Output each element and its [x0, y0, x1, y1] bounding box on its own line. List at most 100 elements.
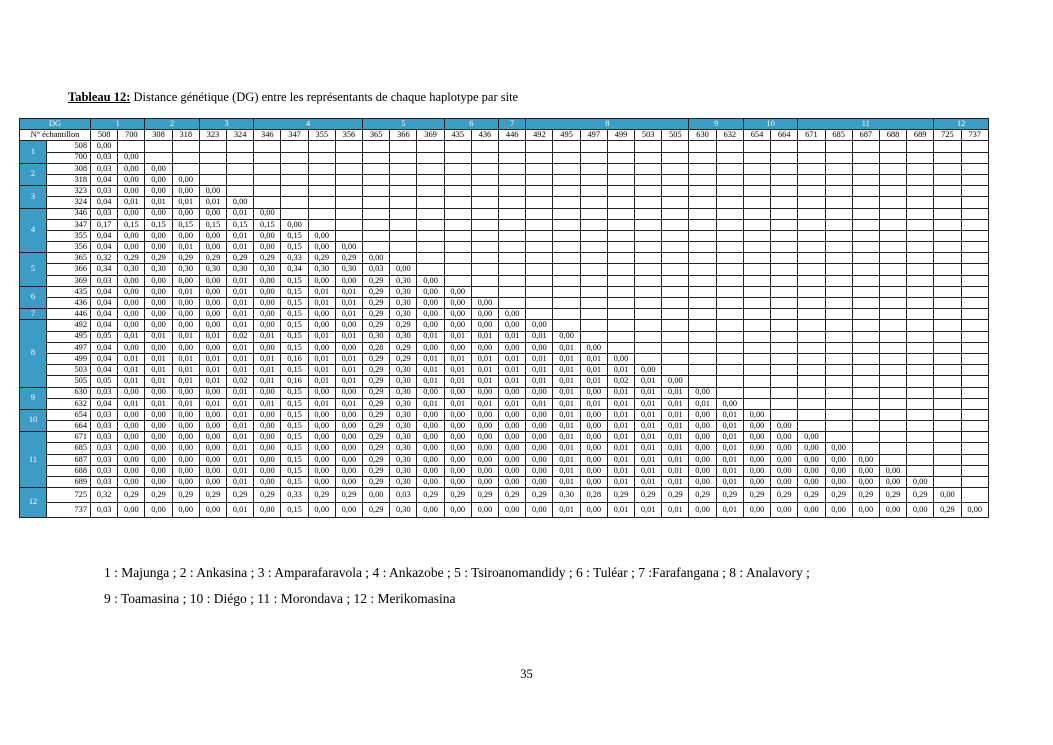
empty-cell	[851, 285, 880, 299]
row-sample-label: 436	[45, 296, 92, 310]
empty-cell	[498, 173, 527, 187]
empty-cell	[661, 229, 690, 243]
distance-cell: 0,16	[280, 375, 309, 388]
empty-cell	[906, 207, 935, 220]
empty-cell	[797, 218, 826, 231]
empty-cell	[552, 185, 581, 198]
row-sample-label: 508	[45, 140, 92, 153]
distance-cell: 0,00	[362, 252, 391, 265]
distance-cell: 0,00	[171, 431, 200, 444]
empty-cell	[389, 252, 418, 265]
empty-cell	[824, 274, 853, 287]
distance-cell: 0,00	[117, 173, 146, 187]
row-sample-label: 689	[45, 475, 92, 489]
distance-cell: 0,03	[90, 475, 119, 489]
distance-cell: 0,01	[171, 397, 200, 410]
distance-cell: 0,01	[307, 352, 336, 366]
empty-cell	[525, 241, 554, 254]
empty-cell	[770, 308, 799, 321]
empty-cell	[906, 229, 935, 243]
row-sample-label: 324	[45, 196, 92, 209]
empty-cell	[606, 173, 636, 187]
distance-cell: 0,01	[198, 330, 228, 343]
distance-cell: 0,00	[742, 502, 772, 519]
empty-cell	[525, 196, 554, 209]
distance-cell: 0,15	[280, 431, 309, 444]
distance-cell: 0,00	[253, 308, 282, 321]
distance-cell: 0,01	[661, 397, 690, 410]
row-sample-label: 700	[45, 151, 92, 164]
empty-cell	[416, 185, 445, 198]
empty-cell	[525, 296, 554, 310]
distance-cell: 0,01	[606, 475, 636, 489]
distance-cell: 0,00	[253, 319, 282, 332]
empty-cell	[688, 207, 717, 220]
empty-cell	[470, 173, 500, 187]
distance-cell: 0,00	[443, 285, 472, 299]
distance-cell: 0,15	[280, 274, 309, 287]
distance-cell: 0,01	[715, 431, 744, 444]
distance-cell: 0,00	[960, 502, 990, 519]
empty-cell	[334, 218, 364, 231]
empty-cell	[742, 151, 772, 164]
distance-cell: 0,00	[498, 442, 527, 455]
empty-cell	[498, 274, 527, 287]
distance-cell: 0,01	[253, 364, 282, 377]
empty-cell	[715, 386, 744, 399]
distance-cell: 0,00	[253, 285, 282, 299]
distance-cell: 0,29	[144, 252, 173, 265]
distance-cell: 0,03	[90, 185, 119, 198]
distance-cell: 0,00	[416, 274, 445, 287]
distance-cell: 0,01	[334, 352, 364, 366]
empty-cell	[307, 173, 336, 187]
distance-cell: 0,00	[144, 464, 173, 478]
empty-cell	[253, 140, 282, 153]
distance-cell: 0,00	[878, 464, 908, 478]
row-sample-label: 654	[45, 408, 92, 422]
empty-cell	[416, 252, 445, 265]
empty-cell	[280, 196, 309, 209]
empty-cell	[416, 140, 445, 153]
distance-cell: 0,15	[280, 442, 309, 455]
distance-cell: 0,03	[90, 453, 119, 466]
distance-cell: 0,29	[661, 487, 690, 504]
distance-cell: 0,00	[171, 408, 200, 422]
distance-cell: 0,00	[307, 502, 336, 519]
distance-cell: 0,01	[661, 420, 690, 433]
empty-cell	[552, 229, 581, 243]
empty-cell	[797, 319, 826, 332]
empty-cell	[933, 442, 962, 455]
empty-cell	[742, 308, 772, 321]
distance-cell: 0,00	[253, 431, 282, 444]
empty-cell	[389, 162, 418, 175]
distance-cell: 0,00	[117, 296, 146, 310]
empty-cell	[878, 173, 908, 187]
empty-cell	[906, 364, 935, 377]
empty-cell	[851, 162, 880, 175]
distance-cell: 0,29	[362, 375, 391, 388]
distance-cell: 0,29	[770, 487, 799, 504]
empty-cell	[443, 274, 472, 287]
row-group-label: 8	[19, 319, 47, 388]
empty-cell	[606, 162, 636, 175]
empty-cell	[470, 162, 500, 175]
empty-cell	[416, 162, 445, 175]
distance-cell: 0,01	[416, 352, 445, 366]
empty-cell	[742, 285, 772, 299]
distance-cell: 0,00	[797, 464, 826, 478]
empty-cell	[906, 397, 935, 410]
empty-cell	[824, 319, 853, 332]
empty-cell	[770, 151, 799, 164]
empty-cell	[362, 185, 391, 198]
distance-cell: 0,01	[552, 464, 581, 478]
distance-cell: 0,01	[470, 352, 500, 366]
empty-cell	[742, 252, 772, 265]
distance-cell: 0,00	[171, 308, 200, 321]
distance-cell: 0,00	[634, 364, 663, 377]
table-row: 495 0,05 0,01 0,01 0,01 0,01 0,02 0,01 0,15 0,01 0…	[20, 330, 990, 343]
distance-cell: 0,00	[688, 408, 717, 422]
empty-cell	[334, 140, 364, 153]
distance-cell: 0,00	[770, 502, 799, 519]
distance-cell: 0,00	[498, 341, 527, 354]
distance-cell: 0,04	[90, 319, 119, 332]
